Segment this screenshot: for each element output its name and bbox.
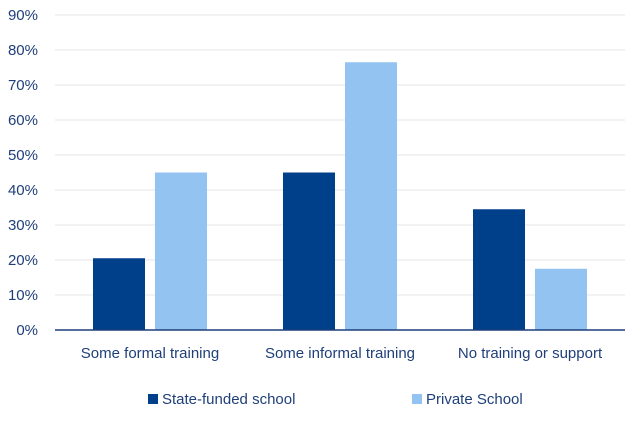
x-category-label: Some formal training	[81, 345, 219, 362]
y-tick-label: 0%	[16, 322, 38, 339]
y-tick-label: 90%	[8, 7, 38, 24]
y-tick-label: 20%	[8, 252, 38, 269]
x-category-label: No training or support	[458, 345, 603, 362]
y-tick-label: 60%	[8, 112, 38, 129]
legend-label: Private School	[426, 391, 523, 408]
bar-private-school	[155, 172, 207, 330]
bar-private-school	[535, 268, 587, 330]
gridlines	[55, 14, 625, 296]
y-tick-label: 40%	[8, 182, 38, 199]
y-tick-label: 70%	[8, 77, 38, 94]
legend-swatch	[148, 394, 158, 404]
bar-private-school	[345, 62, 397, 330]
bars	[93, 62, 587, 330]
y-tick-label: 80%	[8, 42, 38, 59]
y-tick-label: 50%	[8, 147, 38, 164]
y-tick-label: 10%	[8, 287, 38, 304]
bar-state-funded-school	[473, 209, 525, 330]
legend: State-funded school Private School	[148, 391, 523, 408]
legend-label: State-funded school	[162, 391, 295, 408]
legend-swatch	[412, 394, 422, 404]
x-axis-category-labels: Some formal training Some informal traini…	[81, 345, 603, 362]
y-tick-label: 30%	[8, 217, 38, 234]
bar-state-funded-school	[93, 258, 145, 330]
bar-state-funded-school	[283, 172, 335, 330]
y-axis-tick-labels: 0% 10% 20% 30% 40% 50% 60% 70% 80% 90%	[8, 7, 38, 339]
x-category-label: Some informal training	[265, 345, 415, 362]
